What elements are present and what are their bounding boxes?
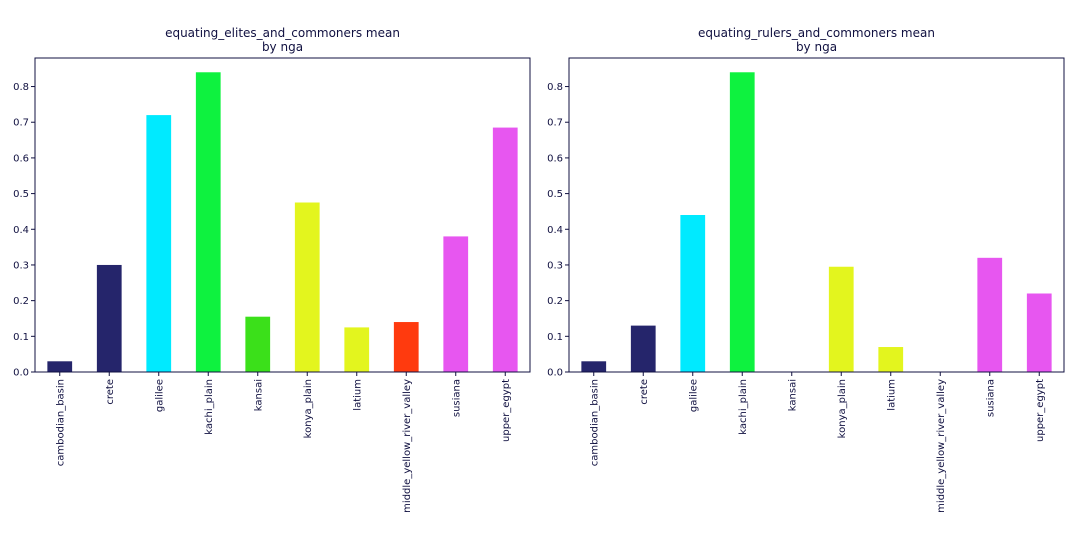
x-tick-label: latium	[886, 379, 897, 411]
bar-kachi_plain	[195, 72, 221, 372]
plot-frame	[568, 57, 1065, 373]
x-tick-label: upper_egypt	[1035, 379, 1046, 442]
bar-middle_yellow_river_valley	[393, 322, 419, 372]
x-tick-label: cambodian_basin	[55, 379, 66, 466]
x-tick-label: galilee	[154, 379, 165, 412]
chart-subtitle: by nga	[796, 40, 837, 54]
bar-konya_plain	[828, 266, 854, 372]
bar-upper_egypt	[1026, 293, 1052, 372]
bar-cambodian_basin	[47, 361, 73, 372]
bar-crete	[96, 264, 122, 372]
chart-title: equating_elites_and_commoners mean	[165, 26, 400, 40]
y-tick-label: 0.2	[547, 296, 563, 307]
y-tick-label: 0.1	[547, 332, 563, 343]
y-tick-label: 0.6	[13, 153, 29, 164]
x-tick-label: middle_yellow_river_valley	[402, 379, 413, 513]
x-tick-label: kansai	[787, 379, 798, 411]
bar-kansai	[245, 316, 271, 372]
x-tick-label: kachi_plain	[204, 379, 215, 435]
x-tick-label: kachi_plain	[738, 379, 749, 435]
bar-cambodian_basin	[581, 361, 607, 372]
y-tick-label: 0.5	[547, 189, 563, 200]
y-tick-label: 0.5	[13, 189, 29, 200]
y-tick-label: 0.8	[13, 82, 29, 93]
y-tick-label: 0.7	[13, 118, 29, 129]
x-tick-label: upper_egypt	[501, 379, 512, 442]
bar-crete	[630, 325, 656, 372]
y-tick-label: 0.4	[547, 225, 563, 236]
y-tick-label: 0.2	[13, 296, 29, 307]
bar-upper_egypt	[492, 127, 518, 372]
x-tick-label: susiana	[451, 379, 462, 417]
x-tick-label: middle_yellow_river_valley	[936, 379, 947, 513]
x-tick-label: kansai	[253, 379, 264, 411]
y-tick-label: 0.6	[547, 153, 563, 164]
x-tick-label: susiana	[985, 379, 996, 417]
y-tick-label: 0.3	[547, 260, 563, 271]
bar-latium	[878, 347, 904, 372]
x-tick-label: konya_plain	[303, 379, 314, 438]
y-tick-label: 0.7	[547, 118, 563, 129]
chart-title: equating_rulers_and_commoners mean	[698, 26, 935, 40]
x-tick-label: galilee	[688, 379, 699, 412]
y-tick-label: 0.4	[13, 225, 29, 236]
bar-kachi_plain	[729, 72, 755, 372]
x-tick-label: cambodian_basin	[589, 379, 600, 466]
x-tick-label: crete	[639, 379, 650, 405]
y-tick-label: 0.1	[13, 332, 29, 343]
bar-galilee	[146, 115, 172, 372]
x-tick-label: konya_plain	[837, 379, 848, 438]
y-tick-label: 0.0	[13, 368, 29, 379]
bar-latium	[344, 327, 370, 372]
bar-susiana	[977, 257, 1003, 372]
y-tick-label: 0.3	[13, 260, 29, 271]
x-tick-label: crete	[105, 379, 116, 405]
y-tick-label: 0.8	[547, 82, 563, 93]
bar-galilee	[680, 215, 706, 372]
plot-frame	[34, 57, 531, 373]
bar-susiana	[443, 236, 469, 372]
bar-konya_plain	[294, 202, 320, 372]
y-tick-label: 0.0	[547, 368, 563, 379]
x-tick-label: latium	[352, 379, 363, 411]
chart-subtitle: by nga	[262, 40, 303, 54]
